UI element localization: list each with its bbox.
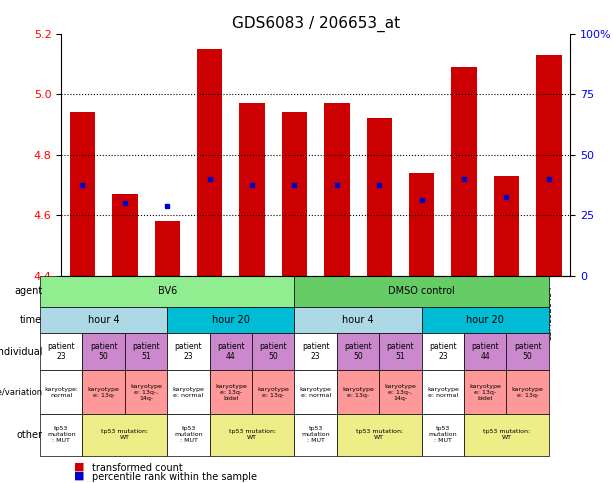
FancyBboxPatch shape bbox=[337, 370, 379, 414]
Text: karyotype
e: 13q-
bidel: karyotype e: 13q- bidel bbox=[215, 384, 247, 400]
Text: patient
50: patient 50 bbox=[345, 342, 372, 361]
Text: tp53
mutation
: MUT: tp53 mutation : MUT bbox=[302, 426, 330, 443]
FancyBboxPatch shape bbox=[167, 333, 210, 370]
Text: karyotype:
normal: karyotype: normal bbox=[44, 387, 78, 398]
Text: hour 20: hour 20 bbox=[212, 315, 250, 325]
Text: transformed count: transformed count bbox=[92, 463, 183, 473]
Text: other: other bbox=[16, 430, 42, 440]
Bar bbox=[239, 103, 265, 276]
FancyBboxPatch shape bbox=[83, 370, 125, 414]
Text: hour 20: hour 20 bbox=[466, 315, 504, 325]
Bar bbox=[282, 113, 307, 276]
Text: tp53
mutation
: MUT: tp53 mutation : MUT bbox=[428, 426, 457, 443]
FancyBboxPatch shape bbox=[40, 275, 294, 307]
Bar bbox=[409, 173, 435, 276]
FancyBboxPatch shape bbox=[40, 307, 167, 333]
FancyBboxPatch shape bbox=[337, 333, 379, 370]
FancyBboxPatch shape bbox=[422, 370, 464, 414]
FancyBboxPatch shape bbox=[294, 275, 549, 307]
Bar bbox=[536, 55, 562, 276]
Text: tp53 mutation:
WT: tp53 mutation: WT bbox=[356, 429, 403, 440]
Title: GDS6083 / 206653_at: GDS6083 / 206653_at bbox=[232, 16, 400, 32]
Text: karyotype
e: 13q-: karyotype e: 13q- bbox=[257, 387, 289, 398]
Text: tp53 mutation:
WT: tp53 mutation: WT bbox=[101, 429, 148, 440]
FancyBboxPatch shape bbox=[294, 307, 422, 333]
FancyBboxPatch shape bbox=[464, 370, 506, 414]
Text: karyotype
e: 13q-,
14q-: karyotype e: 13q-, 14q- bbox=[384, 384, 416, 400]
Text: patient
23: patient 23 bbox=[47, 342, 75, 361]
FancyBboxPatch shape bbox=[40, 333, 83, 370]
Bar bbox=[154, 221, 180, 276]
Bar bbox=[367, 118, 392, 276]
Text: karyotype
e: 13q-: karyotype e: 13q- bbox=[512, 387, 544, 398]
Text: karyotype
e: normal: karyotype e: normal bbox=[173, 387, 204, 398]
FancyBboxPatch shape bbox=[125, 370, 167, 414]
Text: karyotype
e: 13q-
bidel: karyotype e: 13q- bidel bbox=[470, 384, 501, 400]
Text: karyotype
e: normal: karyotype e: normal bbox=[300, 387, 332, 398]
Bar bbox=[197, 49, 223, 276]
Text: patient
50: patient 50 bbox=[259, 342, 287, 361]
FancyBboxPatch shape bbox=[83, 333, 125, 370]
Text: patient
51: patient 51 bbox=[132, 342, 160, 361]
Bar bbox=[70, 113, 95, 276]
Text: tp53 mutation:
WT: tp53 mutation: WT bbox=[483, 429, 530, 440]
FancyBboxPatch shape bbox=[506, 333, 549, 370]
FancyBboxPatch shape bbox=[125, 333, 167, 370]
FancyBboxPatch shape bbox=[294, 370, 337, 414]
Text: ■: ■ bbox=[74, 461, 84, 471]
FancyBboxPatch shape bbox=[167, 414, 210, 455]
Text: hour 4: hour 4 bbox=[88, 315, 120, 325]
Text: karyotype
e: normal: karyotype e: normal bbox=[427, 387, 459, 398]
Text: individual: individual bbox=[0, 347, 42, 357]
Text: karyotype
e: 13q-: karyotype e: 13q- bbox=[88, 387, 120, 398]
Text: tp53
mutation
: MUT: tp53 mutation : MUT bbox=[174, 426, 203, 443]
FancyBboxPatch shape bbox=[210, 414, 294, 455]
Text: patient
23: patient 23 bbox=[175, 342, 202, 361]
FancyBboxPatch shape bbox=[167, 307, 294, 333]
FancyBboxPatch shape bbox=[337, 414, 422, 455]
FancyBboxPatch shape bbox=[294, 333, 337, 370]
Bar bbox=[494, 176, 519, 276]
Text: karyotype
e: 13q-: karyotype e: 13q- bbox=[342, 387, 374, 398]
Text: tp53
mutation
: MUT: tp53 mutation : MUT bbox=[47, 426, 75, 443]
Text: patient
23: patient 23 bbox=[302, 342, 330, 361]
FancyBboxPatch shape bbox=[210, 370, 252, 414]
FancyBboxPatch shape bbox=[422, 307, 549, 333]
Text: patient
51: patient 51 bbox=[387, 342, 414, 361]
Text: BV6: BV6 bbox=[158, 286, 177, 297]
FancyBboxPatch shape bbox=[294, 414, 337, 455]
Text: hour 4: hour 4 bbox=[342, 315, 374, 325]
Text: patient
50: patient 50 bbox=[90, 342, 118, 361]
Text: time: time bbox=[20, 315, 42, 325]
Bar bbox=[324, 103, 349, 276]
FancyBboxPatch shape bbox=[422, 333, 464, 370]
FancyBboxPatch shape bbox=[83, 414, 167, 455]
FancyBboxPatch shape bbox=[167, 370, 210, 414]
FancyBboxPatch shape bbox=[210, 333, 252, 370]
FancyBboxPatch shape bbox=[506, 370, 549, 414]
FancyBboxPatch shape bbox=[252, 333, 294, 370]
Text: agent: agent bbox=[14, 286, 42, 297]
Text: percentile rank within the sample: percentile rank within the sample bbox=[92, 471, 257, 482]
FancyBboxPatch shape bbox=[40, 370, 83, 414]
FancyBboxPatch shape bbox=[40, 414, 83, 455]
Text: genotype/variation: genotype/variation bbox=[0, 388, 42, 397]
Text: patient
44: patient 44 bbox=[217, 342, 245, 361]
FancyBboxPatch shape bbox=[379, 333, 422, 370]
FancyBboxPatch shape bbox=[464, 333, 506, 370]
Bar bbox=[451, 67, 477, 276]
Text: ■: ■ bbox=[74, 470, 84, 480]
Text: patient
50: patient 50 bbox=[514, 342, 541, 361]
Bar bbox=[112, 194, 137, 276]
Text: patient
44: patient 44 bbox=[471, 342, 499, 361]
FancyBboxPatch shape bbox=[252, 370, 294, 414]
FancyBboxPatch shape bbox=[379, 370, 422, 414]
FancyBboxPatch shape bbox=[422, 414, 464, 455]
Text: karyotype
e: 13q-,
14q-: karyotype e: 13q-, 14q- bbox=[130, 384, 162, 400]
Text: DMSO control: DMSO control bbox=[388, 286, 455, 297]
Text: patient
23: patient 23 bbox=[429, 342, 457, 361]
FancyBboxPatch shape bbox=[464, 414, 549, 455]
Text: tp53 mutation:
WT: tp53 mutation: WT bbox=[229, 429, 276, 440]
